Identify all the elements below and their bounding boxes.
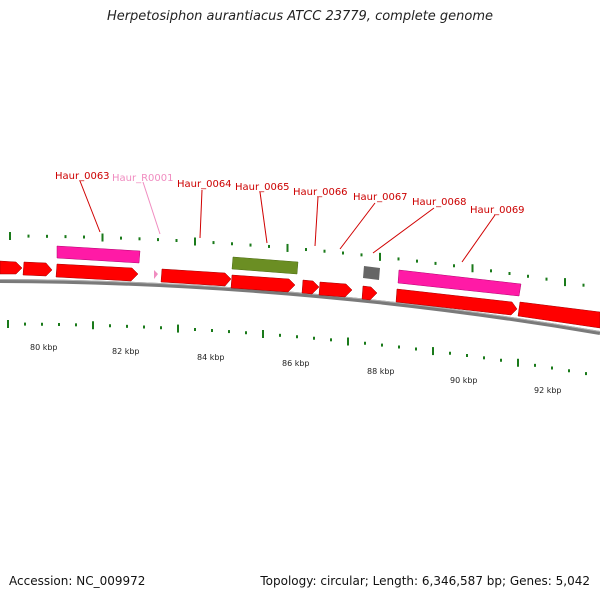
cds-arrow-2[interactable] — [22, 261, 53, 277]
gene-label-haur-0069[interactable]: Haur_0069 — [470, 205, 525, 216]
accession-label: Accession: NC_009972 — [9, 574, 146, 588]
gene-label-haur-0068[interactable]: Haur_0068 — [412, 197, 467, 208]
feature-rna-haur-0069[interactable] — [397, 269, 522, 297]
gene-label-haur-0063[interactable]: Haur_0063 — [55, 171, 110, 182]
rna-arrow-haur-r0001[interactable] — [154, 270, 158, 279]
cds-arrow-haur-0064[interactable] — [160, 268, 232, 287]
leader-haur-0063 — [79, 180, 101, 233]
scale-label-92: 92 kbp — [534, 386, 562, 395]
scale-label-84: 84 kbp — [197, 353, 225, 362]
cds-arrow-haur-0066a[interactable] — [301, 279, 320, 295]
gene-label-haur-0065[interactable]: Haur_0065 — [235, 182, 290, 193]
leader-haur-0068 — [372, 207, 435, 254]
leader-haur-0064 — [199, 189, 203, 239]
cds-arrow-haur-0063[interactable] — [55, 263, 139, 282]
cds-arrow-haur-0065[interactable] — [230, 274, 296, 293]
cds-arrow-haur-0066b[interactable] — [318, 281, 353, 298]
inner-tick-track — [7, 320, 587, 376]
genome-backbone — [0, 279, 600, 335]
leader-haur-0069 — [461, 214, 496, 263]
gene-label-haur-r0001[interactable]: Haur_R0001 — [112, 173, 174, 184]
scale-label-88: 88 kbp — [367, 367, 395, 376]
leader-haur-r0001 — [142, 181, 161, 235]
genome-summary: Topology: circular; Length: 6,346,587 bp… — [260, 574, 590, 588]
scale-label-82: 82 kbp — [112, 347, 140, 356]
feature-pseudo-haur-0065[interactable] — [231, 256, 299, 275]
cds-arrow-haur-0069[interactable] — [517, 301, 600, 329]
cds-arrow-haur-0067[interactable] — [361, 285, 378, 301]
cds-arrow-haur-0068[interactable] — [395, 288, 518, 316]
genome-title: Herpetosiphon aurantiacus ATCC 23779, co… — [106, 9, 494, 24]
gene-label-haur-0064[interactable]: Haur_0064 — [177, 179, 232, 190]
gene-label-haur-0067[interactable]: Haur_0067 — [353, 192, 408, 203]
leader-haur-0066 — [314, 196, 319, 247]
gene-label-haur-0066[interactable]: Haur_0066 — [293, 187, 348, 198]
feature-misc-haur-0067[interactable] — [363, 266, 380, 280]
scale-label-90: 90 kbp — [450, 376, 478, 385]
feature-rna-haur-0063[interactable] — [56, 245, 141, 264]
cds-arrow-1[interactable] — [0, 260, 23, 275]
scale-label-80: 80 kbp — [30, 343, 58, 352]
leader-haur-0065 — [259, 191, 268, 244]
leader-haur-0067 — [339, 202, 376, 250]
scale-label-86: 86 kbp — [282, 359, 310, 368]
outer-tick-track — [9, 232, 585, 287]
genome-backbone-highlight — [0, 279, 600, 332]
